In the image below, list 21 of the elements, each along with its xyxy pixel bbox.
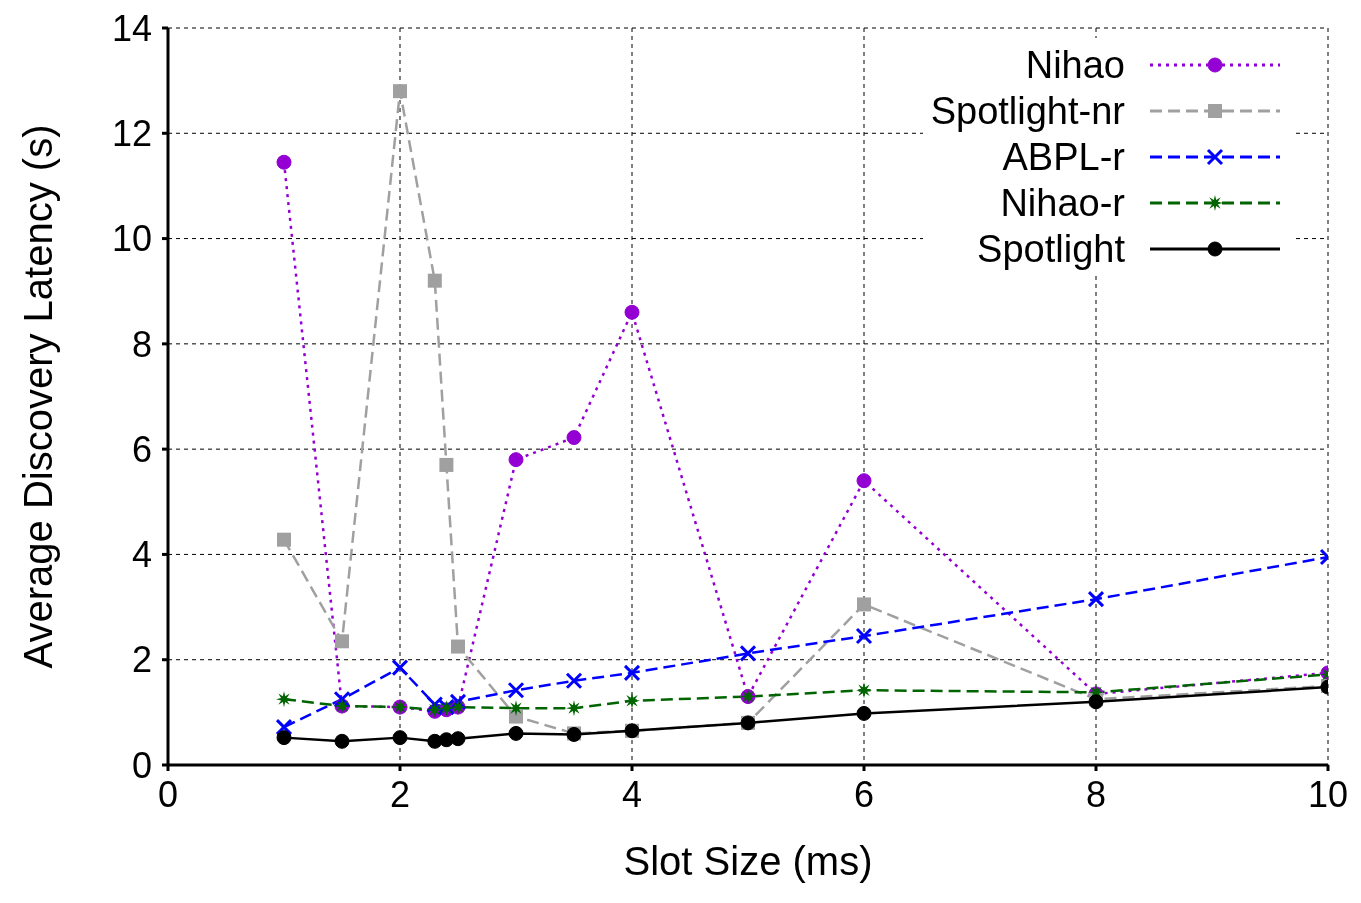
legend-label: ABPL-r	[1002, 135, 1125, 179]
legend-label: Spotlight	[977, 227, 1125, 271]
y-tick-label: 6	[131, 428, 152, 470]
y-tick-label: 14	[111, 7, 152, 49]
y-tick-label: 8	[131, 323, 152, 365]
x-tick-label: 4	[621, 773, 643, 815]
x-axis-title: Slot Size (ms)	[623, 839, 873, 883]
legend-label: Nihao	[1025, 43, 1125, 87]
x-tick-label: 10	[1307, 773, 1349, 815]
y-tick-label: 4	[131, 534, 152, 576]
legend-label: Nihao-r	[1000, 181, 1125, 225]
y-axis-title: Average Discovery Latency (s)	[16, 124, 61, 669]
y-tick-label: 10	[111, 218, 152, 260]
y-tick-label: 12	[111, 113, 152, 155]
y-tick-label: 2	[131, 639, 152, 681]
y-tick-label: 0	[131, 744, 152, 786]
x-tick-label: 0	[157, 773, 179, 815]
legend-label: Spotlight-nr	[930, 89, 1125, 133]
x-tick-label: 6	[853, 773, 875, 815]
x-tick-label: 2	[389, 773, 411, 815]
x-tick-label: 8	[1085, 773, 1107, 815]
